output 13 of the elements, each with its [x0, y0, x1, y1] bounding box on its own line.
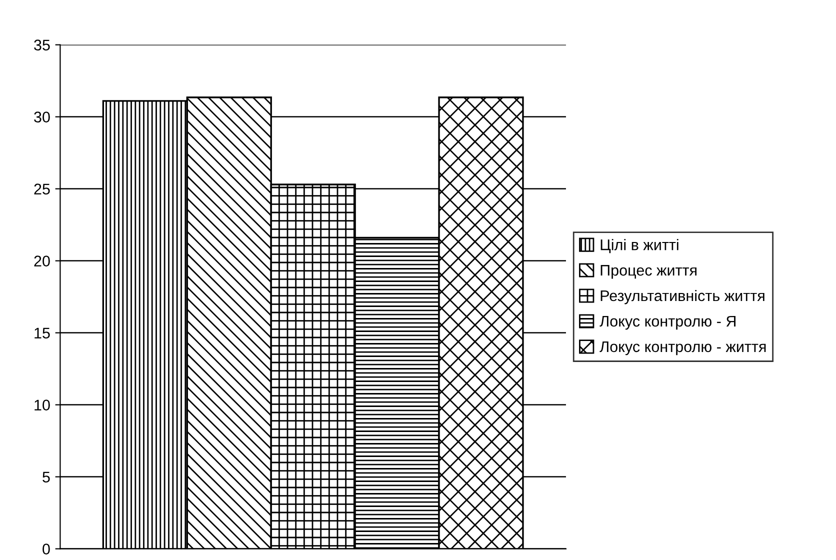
y-tick-label: 15 — [34, 328, 50, 338]
legend-label: Результативність життя — [600, 290, 764, 304]
y-tick-label: 25 — [34, 184, 50, 194]
y-tick-label: 5 — [42, 472, 50, 482]
legend-label: Локус контролю - Я — [600, 316, 736, 330]
y-tick-label: 20 — [34, 256, 50, 266]
y-tick-label: 35 — [34, 40, 50, 50]
legend-label: Цілі в житті — [600, 238, 678, 254]
legend-label: Процес життя — [600, 265, 696, 279]
legend-label: Локус контролю - життя — [600, 341, 766, 356]
y-tick-label: 10 — [34, 400, 50, 410]
y-tick-label: 0 — [42, 544, 50, 554]
y-tick-label: 30 — [34, 112, 50, 122]
